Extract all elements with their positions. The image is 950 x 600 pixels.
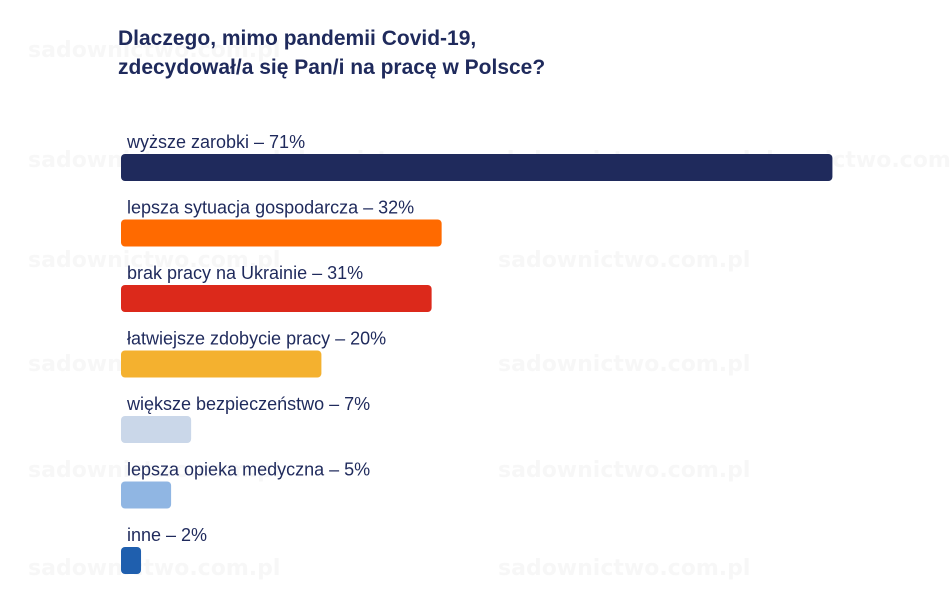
category-label: brak pracy na Ukrainie – 31% [127, 263, 363, 283]
bar [121, 285, 432, 312]
chart-title-line-1: Dlaczego, mimo pandemii Covid-19, [118, 27, 477, 50]
category-label: lepsza sytuacja gospodarcza – 32% [127, 198, 414, 218]
category-label: inne – 2% [127, 525, 207, 545]
category-label: większe bezpieczeństwo – 7% [126, 394, 370, 414]
category-label: lepsza opieka medyczna – 5% [127, 460, 370, 480]
chart-title: Dlaczego, mimo pandemii Covid-19, zdecyd… [118, 24, 545, 82]
bar [121, 547, 142, 574]
bar [121, 154, 833, 181]
bar [121, 350, 322, 378]
bar [121, 219, 442, 247]
category-label: wyższe zarobki – 71% [126, 132, 305, 152]
category-label: łatwiejsze zdobycie pracy – 20% [127, 329, 386, 349]
bar [121, 416, 192, 443]
bar [121, 481, 172, 509]
chart-title-line-2: zdecydował/a się Pan/i na pracę w Polsce… [118, 56, 546, 79]
